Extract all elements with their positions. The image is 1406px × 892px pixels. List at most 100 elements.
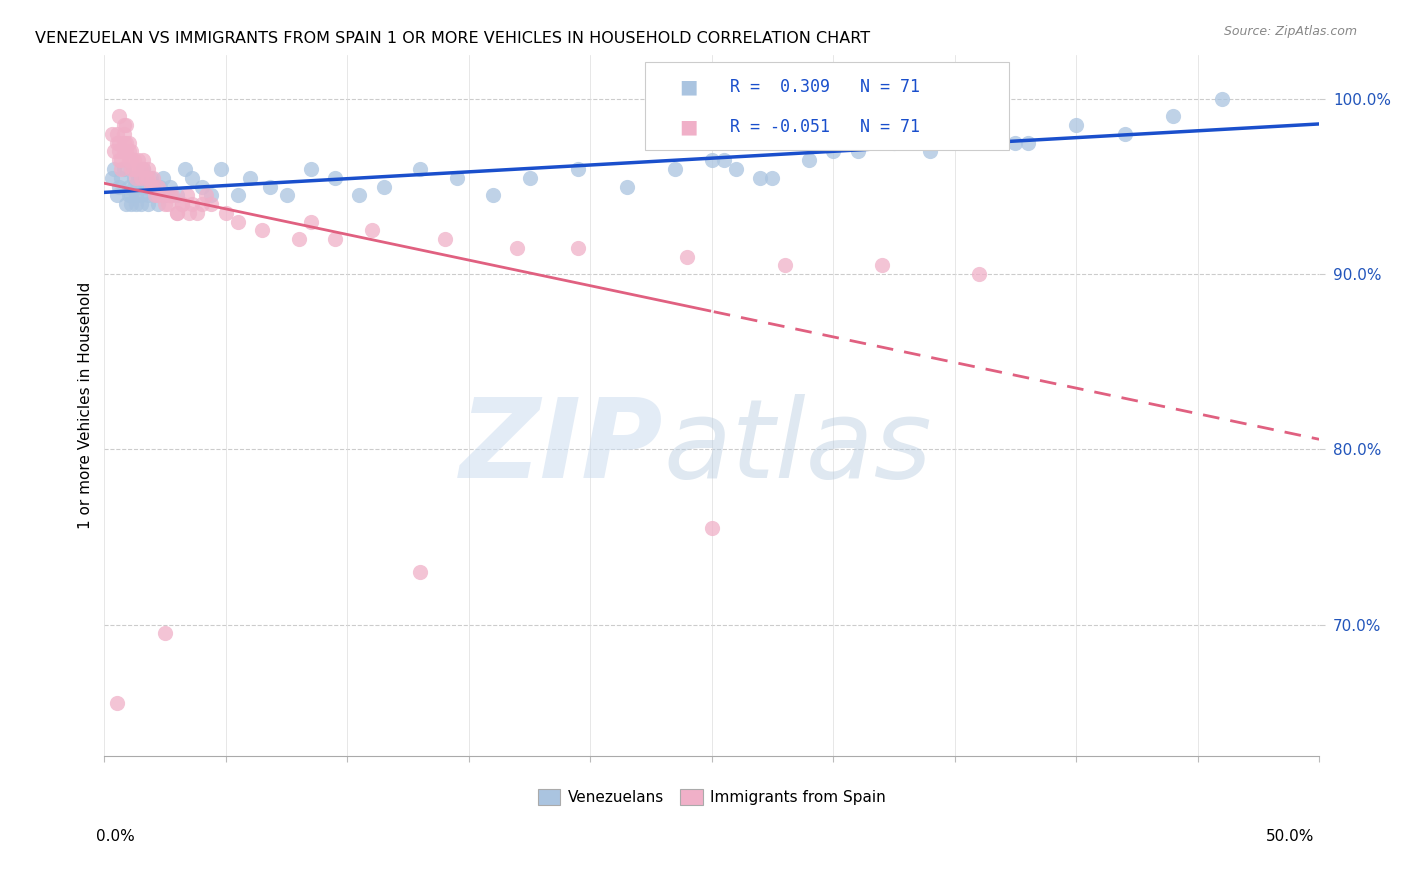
Point	[180, 197, 202, 211]
Point	[299, 161, 322, 176]
Point	[142, 179, 165, 194]
Point	[239, 170, 262, 185]
Point	[100, 170, 122, 185]
Point	[156, 197, 179, 211]
Point	[519, 170, 541, 185]
Point	[149, 179, 172, 194]
Point	[190, 197, 212, 211]
Point	[139, 170, 162, 185]
Legend: Venezuelans, Immigrants from Spain: Venezuelans, Immigrants from Spain	[531, 783, 891, 812]
Text: ZIP: ZIP	[460, 394, 664, 501]
Point	[724, 161, 747, 176]
Point	[108, 153, 131, 168]
Point	[166, 206, 188, 220]
Point	[823, 145, 845, 159]
Point	[132, 161, 155, 176]
Point	[108, 179, 131, 194]
Point	[323, 232, 346, 246]
Point	[1017, 136, 1039, 150]
Point	[567, 241, 589, 255]
Point	[153, 626, 176, 640]
Point	[1004, 136, 1026, 150]
Point	[118, 153, 141, 168]
Point	[136, 197, 159, 211]
Point	[761, 170, 783, 185]
Text: ■: ■	[679, 78, 697, 96]
Point	[883, 136, 905, 150]
Point	[100, 127, 122, 141]
Point	[153, 188, 176, 202]
Point	[103, 145, 125, 159]
Text: 50.0%: 50.0%	[1267, 830, 1315, 844]
Point	[215, 206, 238, 220]
Point	[105, 136, 128, 150]
Point	[616, 179, 638, 194]
Point	[136, 161, 159, 176]
Point	[110, 170, 132, 185]
Point	[132, 161, 155, 176]
Point	[108, 110, 131, 124]
Point	[173, 161, 195, 176]
Point	[299, 214, 322, 228]
Point	[127, 153, 149, 168]
Point	[446, 170, 468, 185]
Point	[846, 145, 869, 159]
Point	[200, 197, 222, 211]
Point	[112, 118, 135, 132]
Point	[186, 206, 208, 220]
Point	[108, 136, 131, 150]
Point	[129, 188, 152, 202]
Point	[152, 188, 174, 202]
FancyBboxPatch shape	[645, 62, 1010, 150]
Point	[252, 223, 274, 237]
Point	[125, 170, 148, 185]
Point	[166, 188, 188, 202]
Point	[112, 136, 135, 150]
Point	[103, 161, 125, 176]
Point	[749, 170, 772, 185]
Point	[195, 188, 218, 202]
Point	[180, 170, 202, 185]
Point	[172, 197, 194, 211]
Point	[349, 188, 371, 202]
Point	[713, 153, 735, 168]
Y-axis label: 1 or more Vehicles in Household: 1 or more Vehicles in Household	[79, 282, 93, 529]
Text: R = -0.051   N = 71: R = -0.051 N = 71	[730, 119, 920, 136]
Point	[120, 145, 142, 159]
Point	[146, 197, 169, 211]
Point	[135, 170, 157, 185]
Point	[120, 161, 142, 176]
Point	[146, 188, 169, 202]
Point	[797, 153, 820, 168]
Point	[115, 136, 138, 150]
Point	[136, 188, 159, 202]
Point	[135, 179, 157, 194]
Point	[920, 145, 942, 159]
Point	[967, 118, 990, 132]
Point	[127, 179, 149, 194]
Point	[323, 170, 346, 185]
Point	[110, 161, 132, 176]
Point	[153, 197, 176, 211]
Point	[136, 170, 159, 185]
Point	[159, 179, 181, 194]
Point	[105, 697, 128, 711]
Point	[360, 223, 382, 237]
Point	[506, 241, 529, 255]
Point	[125, 161, 148, 176]
Point	[142, 170, 165, 185]
Point	[209, 161, 232, 176]
Point	[118, 136, 141, 150]
Point	[1211, 92, 1233, 106]
Point	[967, 267, 990, 281]
Point	[132, 170, 155, 185]
Point	[409, 565, 432, 579]
Point	[176, 188, 198, 202]
Point	[120, 197, 142, 211]
Point	[132, 153, 155, 168]
Point	[482, 188, 505, 202]
Point	[700, 153, 723, 168]
Point	[112, 145, 135, 159]
Point	[1163, 110, 1185, 124]
Point	[118, 188, 141, 202]
